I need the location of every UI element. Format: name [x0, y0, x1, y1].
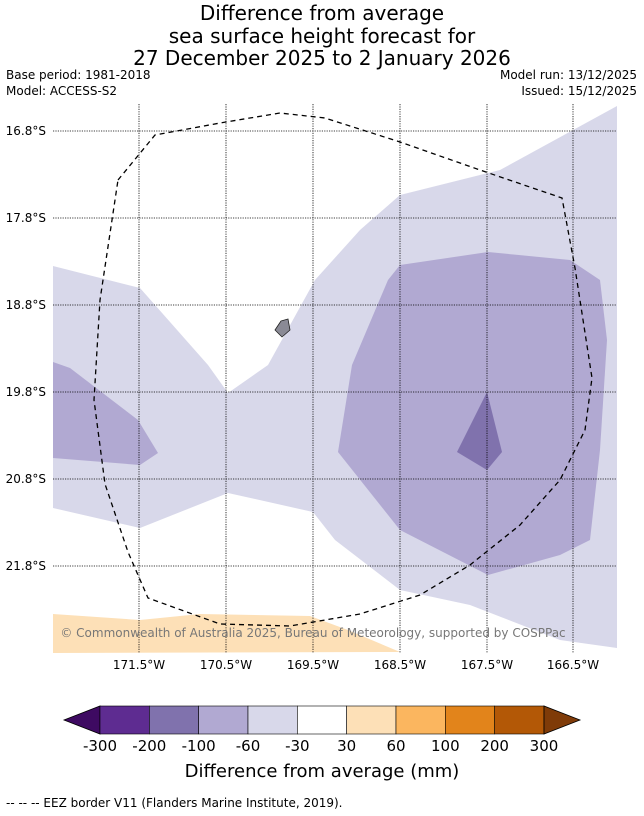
lat-label: 21.8°S — [6, 559, 46, 573]
colorbar-tick-label: -60 — [236, 737, 261, 755]
colorbar-tick-label: 300 — [530, 737, 559, 755]
anomaly-region-medium-east — [338, 252, 607, 575]
anomaly-region-medium-west — [53, 362, 158, 465]
anomaly-region-strong — [457, 392, 502, 470]
longitude-labels: 171.5°W 170.5°W 169.5°W 168.5°W 167.5°W … — [113, 658, 599, 672]
lon-label: 166.5°W — [547, 658, 599, 672]
colorbar-extend-high — [543, 705, 582, 735]
lat-label: 18.8°S — [6, 298, 46, 312]
colorbar-segment — [149, 705, 199, 735]
colorbar-segment — [395, 705, 446, 735]
colorbar-tick-label: -30 — [285, 737, 310, 755]
lat-label: 20.8°S — [6, 472, 46, 486]
colorbar-segment — [445, 705, 495, 735]
colorbar-segment — [99, 705, 150, 735]
map-title: Difference from average sea surface heig… — [0, 2, 644, 70]
graticule — [53, 104, 617, 653]
model-name: Model: ACCESS-S2 — [6, 84, 118, 98]
colorbar-extend-low — [62, 705, 101, 735]
issued-date: Issued: 15/12/2025 — [521, 84, 637, 98]
colorbar-tick-label: 100 — [431, 737, 460, 755]
lat-label: 16.8°S — [6, 124, 46, 138]
title-line-2: sea surface height forecast for — [168, 23, 476, 48]
lon-label: 167.5°W — [461, 658, 513, 672]
colorbar-segment — [494, 705, 545, 735]
colorbar-tick-label: 60 — [386, 737, 405, 755]
anomaly-region-positive — [53, 614, 400, 653]
lon-label: 171.5°W — [113, 658, 165, 672]
title-line-3: 27 December 2025 to 2 January 2026 — [133, 46, 511, 70]
colorbar-label: Difference from average (mm) — [184, 761, 460, 782]
base-period: Base period: 1981-2018 — [6, 68, 151, 82]
colorbar-segment — [346, 705, 397, 735]
colorbar-tick-label: -300 — [83, 737, 117, 755]
meta-right: Model run: 13/12/2025 Issued: 15/12/2025 — [500, 67, 637, 99]
colorbar-tick-label: -200 — [132, 737, 166, 755]
map-area — [53, 106, 617, 653]
lat-label: 17.8°S — [6, 211, 46, 225]
colorbar-segment — [247, 705, 298, 735]
lon-label: 169.5°W — [287, 658, 339, 672]
title-line-1: Difference from average — [199, 1, 445, 25]
colorbar: -300 -200 -100 -60 -30 30 60 100 200 300 — [62, 705, 582, 755]
eez-footnote: -- -- -- EEZ border V11 (Flanders Marine… — [6, 796, 343, 810]
eez-border — [93, 112, 593, 627]
colorbar-tick-label: -100 — [182, 737, 216, 755]
colorbar-tick-label: 30 — [337, 737, 356, 755]
lon-label: 168.5°W — [374, 658, 426, 672]
meta-left: Base period: 1981-2018 Model: ACCESS-S2 — [6, 67, 151, 99]
colorbar-segment — [297, 705, 347, 735]
latitude-labels: 16.8°S 17.8°S 18.8°S 19.8°S 20.8°S 21.8°… — [6, 124, 46, 573]
niue-island — [274, 318, 291, 338]
model-run: Model run: 13/12/2025 — [499, 68, 637, 82]
colorbar-segment — [198, 705, 249, 735]
lat-label: 19.8°S — [6, 385, 46, 399]
copyright-notice: © Commonwealth of Australia 2025, Bureau… — [60, 626, 565, 640]
lon-label: 170.5°W — [200, 658, 252, 672]
colorbar-tick-label: 200 — [480, 737, 509, 755]
